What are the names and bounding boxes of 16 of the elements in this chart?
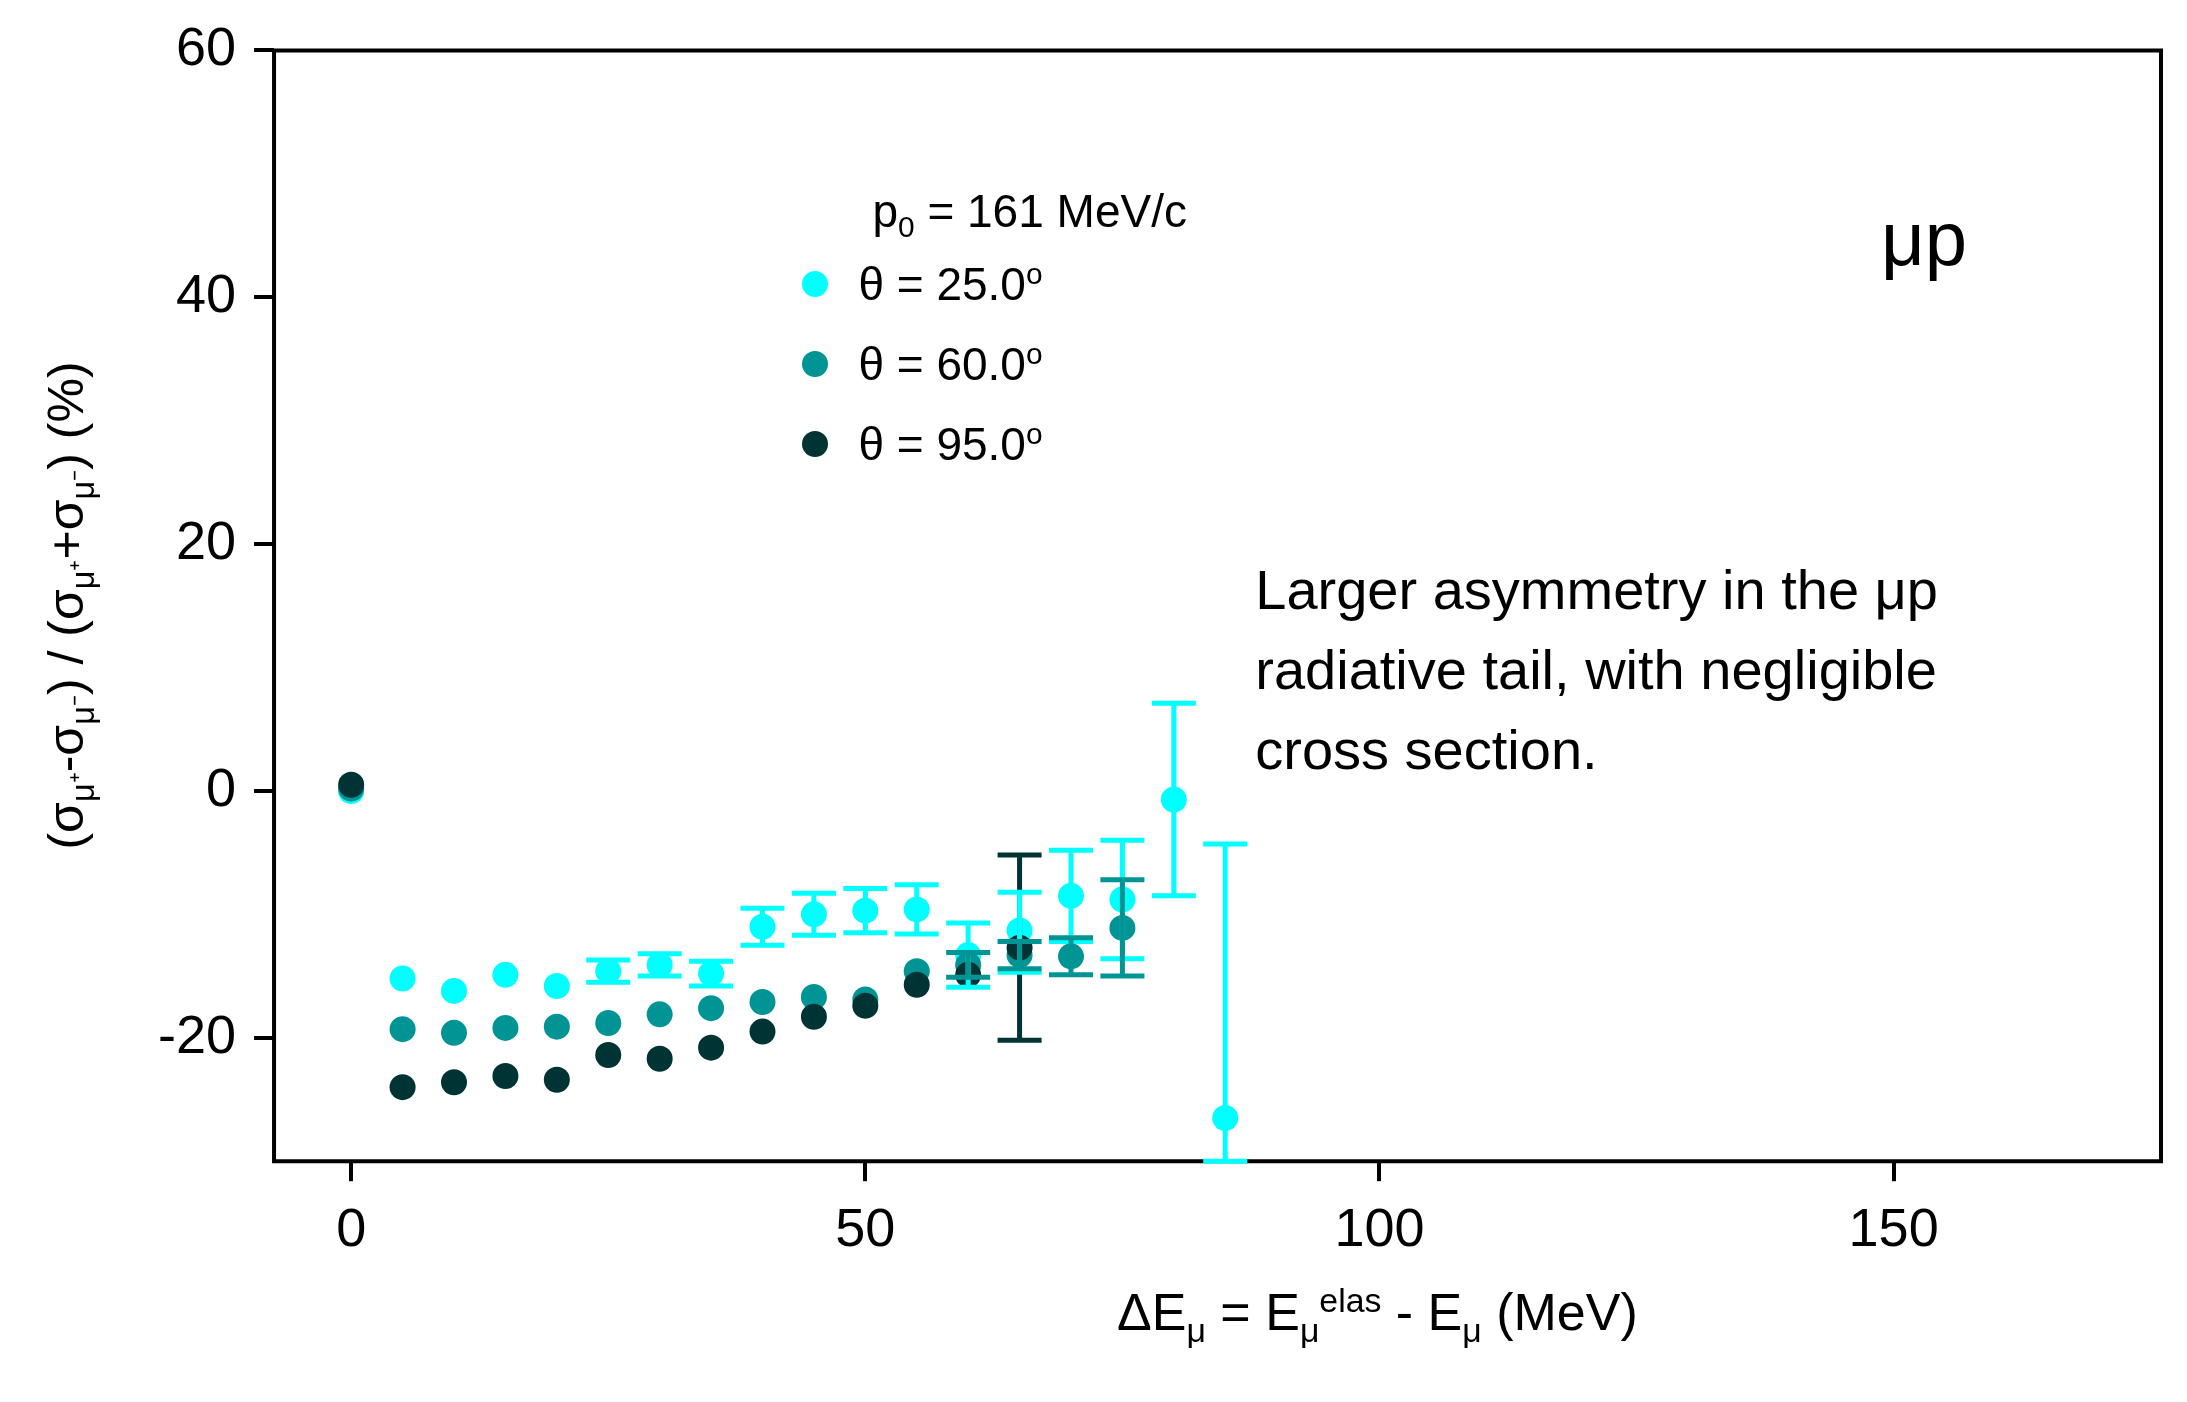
- x-tick-label: 150: [1848, 1197, 1939, 1258]
- x-tick-label: 0: [336, 1197, 367, 1258]
- y-tick-label: -20: [158, 1003, 237, 1064]
- x-axis-title: ΔE$_{μ}$ = E$_{μ}$$^{elas}$ - E$_{μ}$ (MeV): [1117, 1281, 1638, 1350]
- legend-label: θ = 25.0$^{o}$: [858, 256, 1043, 312]
- annotation: Larger asymmetry in the μp radiative tail, with negligible cross section.: [1255, 557, 1939, 784]
- legend-label: θ = 95.0$^{o}$: [858, 416, 1043, 472]
- legend-title: p$_{0}$ = 161 MeV/c: [872, 183, 1187, 244]
- x-tick-label: 100: [1334, 1197, 1425, 1258]
- y-tick-label: 20: [175, 509, 237, 570]
- annotation: μp: [1881, 195, 1968, 283]
- y-tick-label: 40: [175, 263, 237, 324]
- y-tick-label: 60: [175, 16, 237, 77]
- legend-label: θ = 60.0$^{o}$: [858, 336, 1043, 392]
- x-tick-label: 50: [835, 1197, 896, 1258]
- y-tick-label: 0: [206, 756, 237, 817]
